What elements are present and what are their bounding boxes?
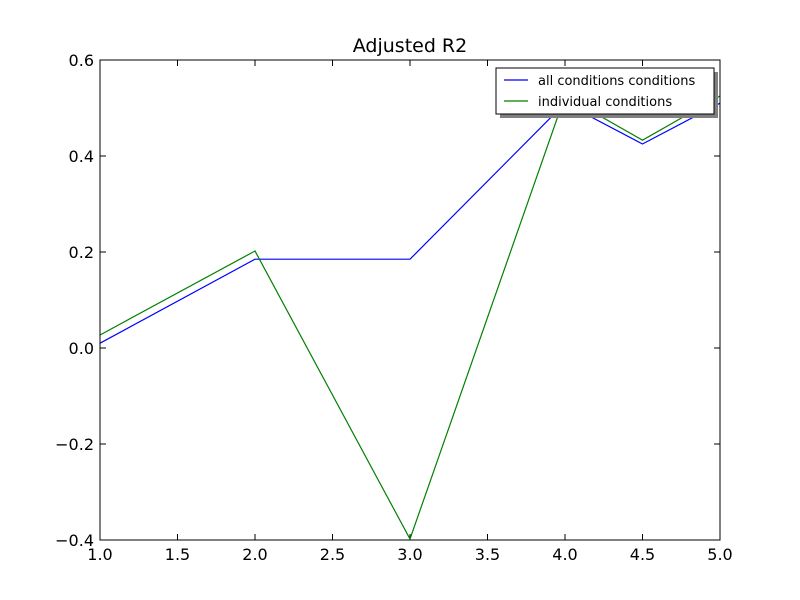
y-axis: −0.4 −0.2 0.0 0.2 0.4 0.6	[55, 51, 720, 550]
series-line-2	[99, 95, 721, 541]
x-tick-label: 1.5	[165, 545, 190, 564]
x-tick-label: 2.0	[242, 545, 267, 564]
x-axis: 1.0 1.5 2.0 2.5 3.0 3.5 4.0 4.5 5.0	[87, 60, 733, 564]
x-tick-label: 4.0	[552, 545, 577, 564]
y-tick-label: −0.4	[55, 531, 94, 550]
legend-label: individual conditions	[538, 95, 672, 110]
x-tick-label: 4.5	[630, 545, 655, 564]
chart-title: Adjusted R2	[353, 35, 467, 57]
x-tick-label: 2.5	[320, 545, 345, 564]
legend-label: all conditions conditions	[538, 74, 695, 89]
y-tick-label: −0.2	[55, 435, 94, 454]
plot-frame	[99, 59, 721, 541]
y-tick-label: 0.4	[69, 147, 94, 166]
y-tick-label: 0.0	[69, 339, 94, 358]
y-tick-label: 0.6	[69, 51, 94, 70]
legend: all conditions conditions individual cond…	[495, 67, 718, 118]
series-line-1	[99, 102, 721, 344]
x-tick-label: 3.5	[475, 545, 500, 564]
plot-area	[100, 60, 720, 540]
legend-box	[495, 67, 715, 115]
y-tick-label: 0.2	[69, 243, 94, 262]
x-tick-label: 5.0	[707, 545, 732, 564]
x-tick-label: 1.0	[87, 545, 112, 564]
x-tick-label: 3.0	[397, 545, 422, 564]
series-layer	[99, 95, 721, 541]
